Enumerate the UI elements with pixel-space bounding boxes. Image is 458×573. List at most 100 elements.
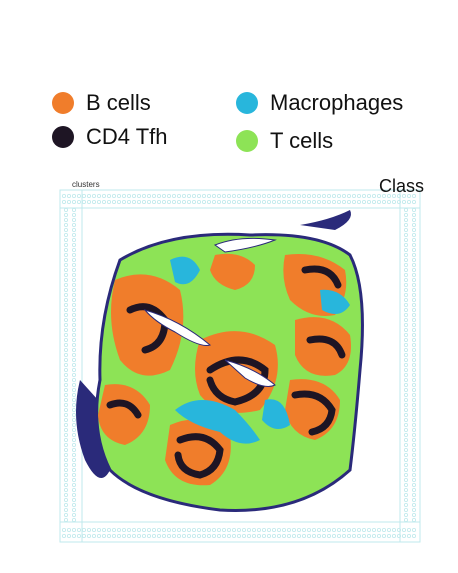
empty-spot [201,533,206,538]
empty-spot [366,527,371,532]
macrophages-swatch [236,92,258,114]
empty-spot [403,422,408,427]
empty-spot [221,193,226,198]
empty-spot [97,199,102,204]
empty-spot [61,533,66,538]
empty-spot [196,527,201,532]
empty-spot [411,228,416,233]
empty-spot [376,193,381,198]
empty-spot [216,533,221,538]
tissue-section [76,210,364,512]
empty-spot [63,337,68,342]
empty-spot [403,487,408,492]
empty-spot [411,243,416,248]
legend: B cells Macrophages CD4 Tfh T cells [0,0,458,170]
empty-spot [63,407,68,412]
empty-spot [246,193,251,198]
empty-spot [411,507,416,512]
empty-spot [403,332,408,337]
empty-spot [266,527,271,532]
empty-spot [391,199,396,204]
empty-spot [63,437,68,442]
empty-spot [403,208,408,213]
empty-spot [286,193,291,198]
empty-spot [403,337,408,342]
empty-spot [63,342,68,347]
empty-spot [112,527,117,532]
empty-spot [97,527,102,532]
empty-spot [411,412,416,417]
empty-spot-frame [59,189,421,543]
empty-spot [63,347,68,352]
empty-spot [63,402,68,407]
empty-spot [411,527,416,532]
empty-spot [63,253,68,258]
empty-spot [261,193,266,198]
empty-spot [117,193,122,198]
empty-spot [63,372,68,377]
empty-spot [206,193,211,198]
empty-spot [386,199,391,204]
empty-spot [186,527,191,532]
empty-spot [316,527,321,532]
empty-spot [63,362,68,367]
empty-spot [411,199,416,204]
empty-spot [211,193,216,198]
empty-spot [411,402,416,407]
empty-spot [236,533,241,538]
empty-spot [411,283,416,288]
empty-spot [71,273,76,278]
legend-label: T cells [270,128,334,153]
empty-spot [403,432,408,437]
empty-spot [291,533,296,538]
empty-spot [336,193,341,198]
empty-spot [301,527,306,532]
empty-spot [162,193,167,198]
empty-spot [63,317,68,322]
empty-spot [411,517,416,522]
empty-spot [127,193,132,198]
empty-spot [296,527,301,532]
tissue-spot-map [59,189,421,543]
empty-spot [261,199,266,204]
empty-spot [411,297,416,302]
empty-spot [162,533,167,538]
empty-spot [281,199,286,204]
empty-spot [403,497,408,502]
empty-spot [411,377,416,382]
empty-spot [87,193,92,198]
empty-spot [286,533,291,538]
empty-spot [411,273,416,278]
empty-spot [411,372,416,377]
empty-spot [71,268,76,273]
empty-spot [403,342,408,347]
empty-spot [411,447,416,452]
empty-spot [63,248,68,253]
empty-spot [122,199,127,204]
empty-spot [66,199,71,204]
empty-spot [403,253,408,258]
empty-spot [411,417,416,422]
empty-spot [403,457,408,462]
empty-spot [276,199,281,204]
empty-spot [411,502,416,507]
empty-spot [346,533,351,538]
empty-spot [271,527,276,532]
empty-spot [71,512,76,517]
empty-spot [211,527,216,532]
empty-spot [107,193,112,198]
empty-spot [371,533,376,538]
empty-spot [181,193,186,198]
empty-spot [411,268,416,273]
empty-spot [411,278,416,283]
empty-spot [241,533,246,538]
empty-spot [301,533,306,538]
empty-spot [411,233,416,238]
empty-spot [186,193,191,198]
empty-spot [311,199,316,204]
empty-spot [127,199,132,204]
empty-spot [271,193,276,198]
empty-spot [181,533,186,538]
legend-item-t-cells: T cells [236,130,333,152]
empty-spot [403,258,408,263]
